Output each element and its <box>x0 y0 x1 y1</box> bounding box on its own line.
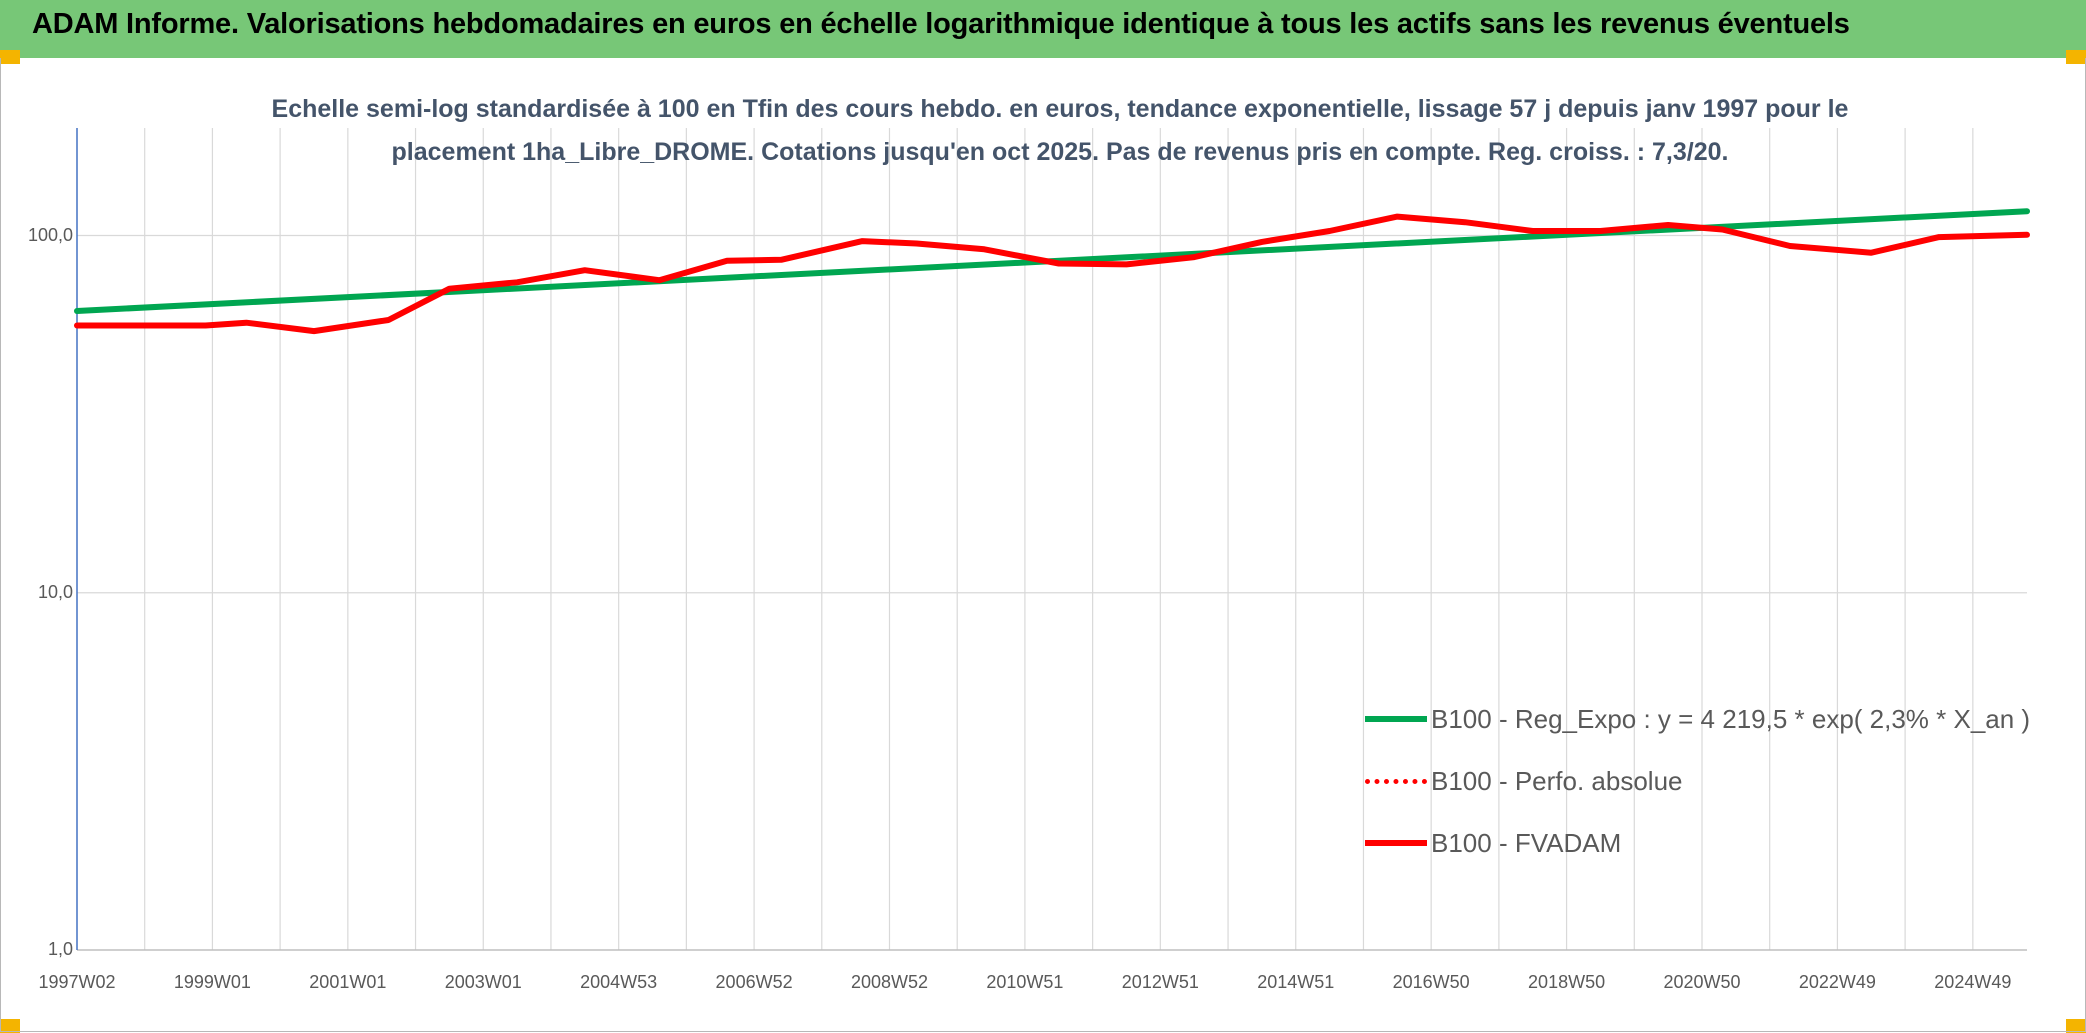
x-tick-label: 2016W50 <box>1392 972 1470 992</box>
x-tick-label: 2004W53 <box>580 972 658 992</box>
corner-marker-left <box>0 50 20 64</box>
x-tick-label: 2012W51 <box>1121 972 1199 992</box>
x-tick-label: 2018W50 <box>1528 972 1606 992</box>
chart-legend: B100 - Reg_Expo : y = 4 219,5 * exp( 2,3… <box>1365 688 2030 874</box>
y-tick-label: 10,0 <box>37 581 73 602</box>
y-tick-label: 1,0 <box>47 939 73 959</box>
banner-title: ADAM Informe. Valorisations hebdomadaire… <box>32 8 1850 40</box>
legend-label: B100 - FVADAM <box>1431 827 1622 858</box>
x-tick-label: 1997W02 <box>38 972 116 992</box>
chart-title: Echelle semi-log standardisée à 100 en T… <box>271 95 1849 166</box>
y-tick-label: 100,0 <box>27 224 73 245</box>
x-tick-label: 2001W01 <box>309 972 387 992</box>
legend-entry: B100 - FVADAM <box>1365 812 2030 874</box>
x-tick-label: 2024W49 <box>1934 972 2012 992</box>
corner-marker-right <box>2066 50 2086 64</box>
legend-swatch <box>1365 840 1427 846</box>
x-tick-label: 2014W51 <box>1257 972 1335 992</box>
x-tick-label: 2008W52 <box>850 972 929 992</box>
legend-swatch <box>1365 716 1427 722</box>
x-tick-label: 2020W50 <box>1663 972 1741 992</box>
legend-swatch <box>1365 778 1427 784</box>
legend-entry: B100 - Perfo. absolue <box>1365 750 2030 812</box>
legend-label: B100 - Perfo. absolue <box>1431 765 1683 796</box>
x-tick-label: 2022W49 <box>1798 972 1876 992</box>
legend-entry: B100 - Reg_Expo : y = 4 219,5 * exp( 2,3… <box>1365 688 2030 750</box>
x-tick-label: 2006W52 <box>715 972 793 992</box>
x-tick-label: 2003W01 <box>444 972 522 992</box>
series-line-3 <box>74 213 2030 335</box>
x-tick-label: 2010W51 <box>986 972 1064 992</box>
legend-label: B100 - Reg_Expo : y = 4 219,5 * exp( 2,3… <box>1431 703 2031 734</box>
x-tick-label: 1999W01 <box>173 972 251 992</box>
title-banner: ADAM Informe. Valorisations hebdomadaire… <box>0 0 2086 58</box>
corner-marker-bottom-right <box>2066 1019 2086 1033</box>
corner-marker-bottom-left <box>0 1019 20 1033</box>
